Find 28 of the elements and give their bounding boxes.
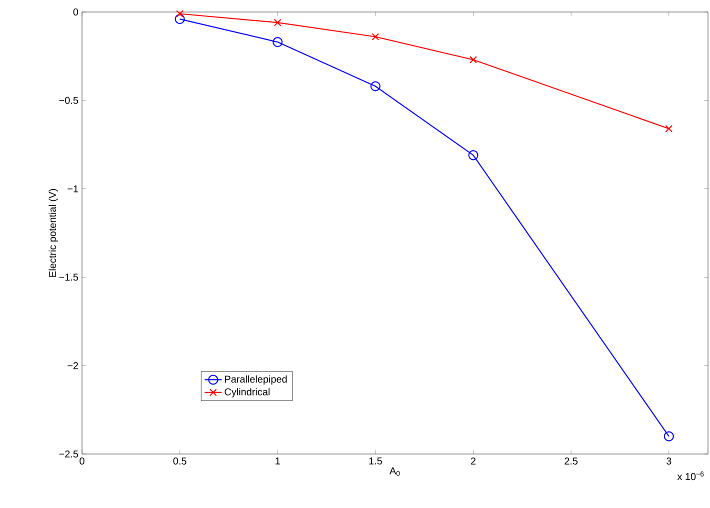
point [370, 81, 380, 92]
y-tick-label: −0.5 [59, 96, 78, 104]
point [664, 431, 674, 442]
x-tick-label: 0.5 [173, 458, 186, 465]
x-tick-label: 1 [276, 458, 280, 464]
point [468, 150, 478, 160]
y-tick-label: −2 [68, 362, 78, 370]
point [274, 18, 282, 26]
legend-label: Parallelepiped [225, 375, 287, 385]
y-tick-label: 0 [73, 8, 78, 16]
point [174, 14, 185, 24]
x-tick-label: 1.5 [369, 458, 382, 464]
x-tick-label: 2.5 [564, 458, 578, 465]
point [176, 10, 184, 18]
y-tick-label: −1.5 [59, 274, 78, 281]
point [665, 124, 673, 132]
y-tick-label: −2.5 [59, 450, 78, 458]
x-axis-title: A$_{0}$ [390, 467, 400, 476]
text: x 10$^{−6}$ [677, 472, 704, 480]
point [272, 37, 283, 48]
x-tick-label: 3 [666, 458, 672, 465]
point [470, 56, 477, 64]
point [372, 33, 380, 40]
x-tick-label: 2 [470, 458, 476, 464]
legend-label: Cylindrical [224, 388, 270, 398]
x-tick-label: 0 [80, 458, 84, 465]
y-axis-title: Electric potential (V) [48, 189, 58, 277]
y-tick-label: −1 [68, 185, 78, 192]
